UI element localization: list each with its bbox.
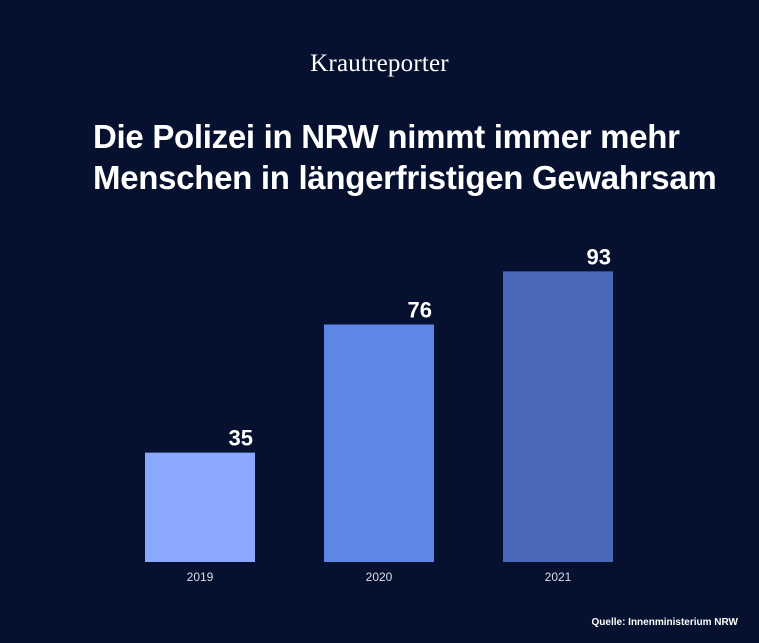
chart-title: Die Polizei in NRW nimmt immer mehr Mens… [93,118,717,196]
category-labels-group: 2019 2020 2021 [187,570,572,584]
value-label-2021: 93 [587,244,611,269]
bars-group [145,271,613,562]
brand-logo: Krautreporter [310,50,449,77]
source-note: Quelle: Innenministerium NRW [591,617,739,628]
category-label-2019: 2019 [187,570,214,584]
bar-2020 [324,324,434,562]
value-labels-group: 35 76 93 [229,244,611,450]
category-label-2021: 2021 [545,570,572,584]
bar-2021 [503,271,613,562]
category-label-2020: 2020 [366,570,393,584]
value-label-2019: 35 [229,426,253,451]
bar-2019 [145,452,255,562]
value-label-2020: 76 [408,298,432,323]
